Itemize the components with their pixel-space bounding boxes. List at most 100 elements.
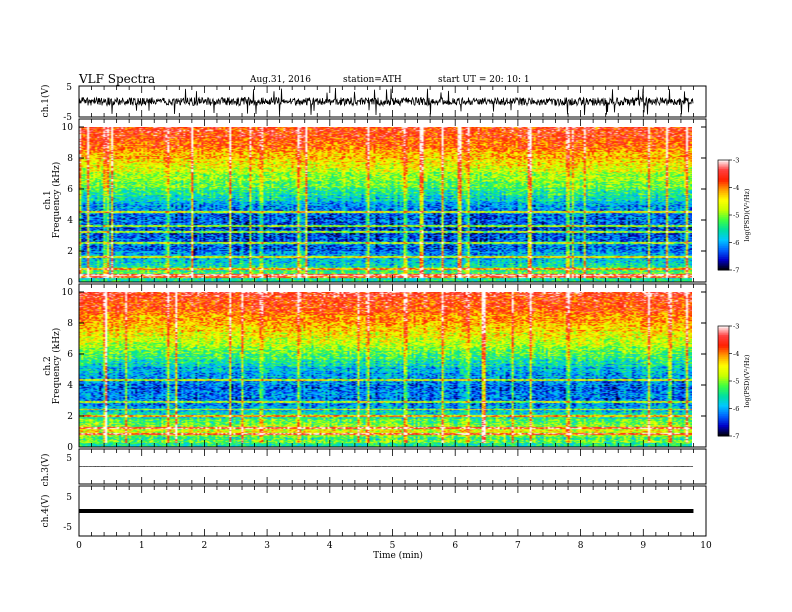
ch1-colorbar-segment [718, 176, 729, 179]
time-axis-tick-label-10: 10 [700, 541, 712, 551]
ch1-colorbar-segment [718, 249, 729, 253]
ch2-colorbar-segment [718, 381, 729, 384]
ch1-spectrogram-ytick-0: 0 [67, 278, 73, 288]
ch1-colorbar-segment [718, 220, 729, 223]
ch1-colorbar-segment [718, 215, 729, 218]
ch1-colorbar-segment [718, 242, 729, 245]
ch1-colorbar-segment [718, 207, 729, 210]
ch2-colorbar-segment [718, 397, 729, 400]
ch1-colorbar-segment [718, 163, 729, 166]
ch2-colorbar-segment [718, 399, 729, 402]
ch1-colorbar-segment [718, 202, 729, 205]
ch2-colorbar-segment [718, 338, 729, 342]
ch1-colorbar-tick-label--6: -6 [733, 239, 739, 247]
ch1-spectrogram-ylabel: ch.1 [43, 190, 53, 209]
ch1-colorbar-segment [718, 240, 729, 243]
ch2-spectrogram-ytick-0: 0 [67, 443, 73, 453]
ch2-colorbar-segment [718, 348, 729, 351]
ch2-colorbar-tick-label--7: -7 [733, 433, 739, 441]
ch2-spectrogram-ytick-2: 2 [67, 412, 73, 422]
ch1-spectrogram-panel: 0 2 4 6 8 10 ch.1 Frequency (kHz) -3 -4 -5 -6 -7 l… [43, 118, 751, 288]
ch1-colorbar-segment [718, 205, 729, 209]
ch1-colorbar-segment [718, 266, 729, 269]
ch2-colorbar-segment [718, 384, 729, 387]
ch2-colorbar-tick-label--6: -6 [733, 405, 739, 413]
ch2-colorbar-segment [718, 362, 729, 365]
ch1-colorbar-segment [718, 187, 729, 190]
ch2-colorbar-segment [718, 432, 729, 435]
ch1-colorbar-segment [718, 233, 729, 236]
ch1-spectrogram-ylabel-frequency: Frequency (kHz) [51, 162, 62, 239]
ch1-colorbar-segment [718, 268, 729, 271]
time-axis-tick-label-0: 0 [76, 541, 82, 551]
ch1-colorbar-segment [718, 264, 729, 267]
ch1-colorbar-segment [718, 251, 729, 254]
ch2-spectrogram-yticks: 0 2 4 6 8 10 [62, 288, 706, 453]
ch3-waveform-ylabel: ch.3(V) [40, 454, 51, 487]
header-date: Aug.31, 2016 [249, 75, 311, 85]
ch2-colorbar-segment [718, 425, 729, 428]
ch4-waveform-ylabel: ch.4(V) [40, 495, 51, 528]
time-axis-tick-label-8: 8 [578, 541, 584, 551]
ch2-colorbar-segment [718, 326, 729, 329]
ch1-colorbar-segment [718, 211, 729, 214]
time-axis-tick-label-9: 9 [640, 541, 646, 551]
ch1-colorbar-segment [718, 255, 729, 258]
ch2-colorbar-segment [718, 395, 729, 398]
ch2-colorbar-segment [718, 344, 729, 347]
ch1-colorbar-segment [718, 200, 729, 203]
ch1-colorbar-segment [718, 196, 729, 199]
ch4-waveform-ytick-top: 5 [66, 493, 72, 503]
ch2-colorbar-segment [718, 428, 729, 431]
time-axis-tick-label-5: 5 [390, 541, 396, 551]
ch1-colorbar-tick-label--7: -7 [733, 267, 739, 275]
ch1-spectrogram-ytick-4: 4 [67, 216, 73, 226]
time-axis-tick-label-4: 4 [327, 541, 333, 551]
ch1-colorbar-segment [718, 216, 729, 220]
ch1-colorbar-segment [718, 160, 729, 163]
ch1-colorbar-segment [718, 227, 729, 231]
ch2-spectrogram-heatmap [79, 292, 692, 447]
ch2-colorbar-segment [718, 368, 729, 371]
ch2-spectrogram-ylabel: ch.2 [43, 356, 53, 375]
ch4-waveform-ytick-bottom: -5 [63, 523, 72, 533]
ch2-colorbar-segment [718, 346, 729, 349]
ch2-colorbar-segment [718, 333, 729, 336]
ch2-colorbar-segment [718, 392, 729, 395]
ch1-colorbar-segment [718, 193, 729, 196]
ch2-colorbar: -3 -4 -5 -6 -7 log(PSD)(V²/Hz) [717, 323, 751, 441]
ch2-spectrogram-ylabel-frequency: Frequency (kHz) [51, 328, 62, 405]
ch2-colorbar-segment [718, 355, 729, 358]
ch1-colorbar-segment [718, 189, 729, 192]
ch2-colorbar-segment [718, 357, 729, 360]
time-axis-tick-label-7: 7 [515, 541, 521, 551]
ch1-colorbar-segment [718, 204, 729, 207]
ch1-colorbar-segment [718, 257, 729, 260]
ch4-waveform-panel: 5 -5 ch.4(V) [40, 485, 707, 537]
ch1-colorbar-segment [718, 259, 729, 262]
ch2-colorbar-segment [718, 401, 729, 404]
ch2-colorbar-segment [718, 406, 729, 409]
ch1-colorbar-segment [718, 171, 729, 174]
ch1-spectrogram-ytick-8: 8 [67, 154, 73, 164]
ch2-colorbar-segment [718, 377, 729, 380]
ch3-waveform-ytick-top: 5 [66, 454, 72, 464]
ch1-waveform-line [78, 87, 694, 116]
ch2-spectrogram-ytick-4: 4 [67, 381, 73, 391]
ch1-waveform-panel: 5 -5 ch.1(V) [40, 83, 707, 123]
ch2-colorbar-segment [718, 351, 729, 354]
ch2-colorbar-segment [718, 388, 729, 391]
time-axis-tick-label-1: 1 [139, 541, 145, 551]
ch1-waveform-trace [78, 87, 694, 116]
ch1-colorbar-segment [718, 246, 729, 249]
ch2-colorbar-segment [718, 359, 729, 362]
ch2-colorbar-segment [718, 366, 729, 369]
ch2-colorbar-segment [718, 360, 729, 364]
ch2-colorbar-segment [718, 415, 729, 419]
ch2-colorbar-segment [718, 353, 729, 356]
ch1-colorbar-segment [718, 182, 729, 185]
time-axis-tick-label-6: 6 [452, 541, 458, 551]
ch1-colorbar-segment [718, 235, 729, 238]
ch1-colorbar-segment [718, 161, 729, 165]
ch1-colorbar-segment [718, 183, 729, 187]
